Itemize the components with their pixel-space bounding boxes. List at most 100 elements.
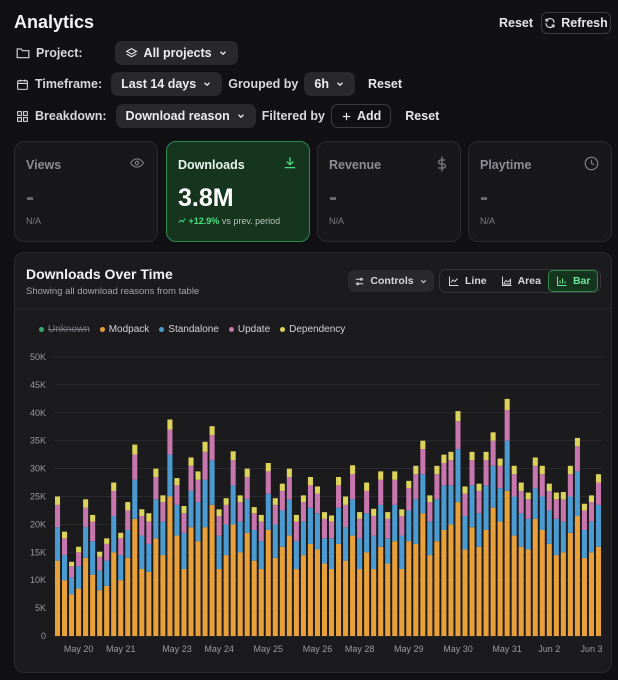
bar-dependency-54[interactable] [434, 465, 440, 475]
bar-standalone-1[interactable] [62, 555, 68, 581]
bar-standalone-68[interactable] [532, 488, 538, 519]
bar-update-60[interactable] [476, 490, 482, 514]
bar-standalone-63[interactable] [497, 488, 503, 522]
bar-dependency-51[interactable] [413, 465, 419, 475]
bar-modpack-46[interactable] [378, 546, 384, 636]
legend-item-standalone[interactable]: Standalone [159, 324, 219, 335]
bar-dependency-38[interactable] [321, 512, 328, 519]
bar-update-76[interactable] [588, 502, 594, 522]
bar-dependency-33[interactable] [286, 468, 292, 477]
bar-modpack-15[interactable] [160, 555, 166, 636]
bar-standalone-0[interactable] [54, 527, 61, 561]
bar-standalone-49[interactable] [399, 535, 405, 570]
controls-button[interactable]: Controls [348, 270, 434, 292]
bar-standalone-54[interactable] [434, 499, 440, 542]
refresh-button[interactable]: Refresh [541, 12, 611, 34]
grouped-by-select[interactable]: 6h [304, 72, 355, 96]
bar-update-57[interactable] [455, 421, 461, 450]
bar-standalone-20[interactable] [195, 502, 201, 542]
bar-update-40[interactable] [336, 485, 342, 508]
bar-dependency-66[interactable] [518, 482, 524, 491]
bar-dependency-77[interactable] [595, 474, 602, 483]
bar-standalone-6[interactable] [97, 570, 103, 591]
bar-update-11[interactable] [132, 454, 138, 480]
bar-standalone-57[interactable] [455, 449, 461, 503]
bar-modpack-61[interactable] [483, 529, 489, 636]
bar-dependency-24[interactable] [223, 498, 229, 505]
bar-modpack-8[interactable] [111, 552, 117, 636]
bar-update-37[interactable] [314, 493, 320, 514]
bar-standalone-74[interactable] [574, 471, 580, 517]
bar-standalone-55[interactable] [441, 485, 447, 530]
bar-modpack-62[interactable] [490, 507, 496, 636]
bar-modpack-19[interactable] [188, 527, 194, 636]
bar-dependency-1[interactable] [62, 531, 68, 539]
bar-dependency-9[interactable] [118, 532, 124, 539]
bar-standalone-71[interactable] [553, 518, 559, 556]
card-downloads[interactable]: Downloads 3.8M +12.9% vs prev. period [166, 141, 310, 242]
bar-modpack-32[interactable] [279, 546, 285, 636]
bar-modpack-24[interactable] [223, 555, 229, 636]
bar-modpack-30[interactable] [265, 529, 271, 636]
bar-update-35[interactable] [300, 502, 306, 522]
bar-modpack-37[interactable] [314, 549, 320, 636]
bar-modpack-45[interactable] [371, 569, 377, 636]
bar-modpack-17[interactable] [174, 535, 180, 636]
bar-modpack-71[interactable] [553, 555, 559, 636]
bar-modpack-41[interactable] [343, 560, 349, 636]
bar-standalone-34[interactable] [293, 541, 299, 570]
bar-standalone-9[interactable] [118, 555, 124, 581]
bar-update-63[interactable] [497, 465, 503, 489]
bar-dependency-72[interactable] [560, 492, 566, 500]
bar-standalone-7[interactable] [104, 560, 110, 586]
bar-update-54[interactable] [434, 474, 440, 500]
bar-modpack-28[interactable] [251, 560, 257, 636]
bar-modpack-72[interactable] [560, 552, 566, 636]
bar-modpack-64[interactable] [504, 490, 510, 636]
bar-dependency-71[interactable] [553, 492, 559, 500]
bar-modpack-14[interactable] [153, 538, 159, 636]
bar-dependency-16[interactable] [167, 419, 173, 430]
bar-update-9[interactable] [118, 538, 124, 556]
bar-dependency-49[interactable] [399, 509, 405, 517]
bar-update-47[interactable] [385, 518, 391, 539]
bar-dependency-75[interactable] [581, 503, 587, 511]
bar-modpack-22[interactable] [209, 504, 215, 636]
bar-update-55[interactable] [441, 463, 447, 486]
bar-standalone-69[interactable] [539, 496, 545, 530]
bar-dependency-50[interactable] [406, 480, 412, 489]
bar-dependency-13[interactable] [146, 513, 152, 522]
bar-modpack-12[interactable] [139, 569, 145, 636]
bar-dependency-43[interactable] [357, 512, 363, 519]
bar-dependency-76[interactable] [588, 495, 594, 503]
bar-modpack-60[interactable] [476, 546, 482, 636]
bar-update-56[interactable] [448, 460, 454, 486]
bar-standalone-28[interactable] [251, 529, 257, 561]
bar-modpack-39[interactable] [328, 569, 335, 636]
bar-dependency-23[interactable] [216, 509, 222, 517]
bar-modpack-56[interactable] [448, 524, 454, 636]
bar-update-39[interactable] [328, 521, 335, 539]
bar-standalone-13[interactable] [146, 543, 152, 572]
bar-update-46[interactable] [378, 479, 384, 505]
bar-modpack-9[interactable] [118, 580, 124, 636]
bar-dependency-18[interactable] [181, 505, 187, 514]
bar-dependency-34[interactable] [293, 514, 299, 522]
bar-dependency-73[interactable] [567, 465, 573, 475]
bar-update-36[interactable] [307, 485, 313, 508]
bar-standalone-8[interactable] [111, 516, 117, 553]
bar-update-28[interactable] [251, 513, 257, 530]
bar-standalone-52[interactable] [420, 474, 426, 514]
bar-dependency-42[interactable] [350, 465, 356, 475]
bar-update-21[interactable] [202, 451, 208, 480]
bar-modpack-69[interactable] [539, 529, 545, 636]
bar-standalone-65[interactable] [511, 496, 517, 536]
bar-update-26[interactable] [237, 502, 243, 522]
bar-update-77[interactable] [595, 482, 602, 505]
bar-standalone-31[interactable] [272, 524, 278, 558]
bar-standalone-38[interactable] [321, 538, 328, 564]
card-playtime[interactable]: Playtime - N/A [468, 141, 612, 242]
bar-standalone-62[interactable] [490, 465, 496, 508]
reset-button[interactable]: Reset [499, 16, 534, 30]
bar-modpack-2[interactable] [69, 594, 75, 636]
